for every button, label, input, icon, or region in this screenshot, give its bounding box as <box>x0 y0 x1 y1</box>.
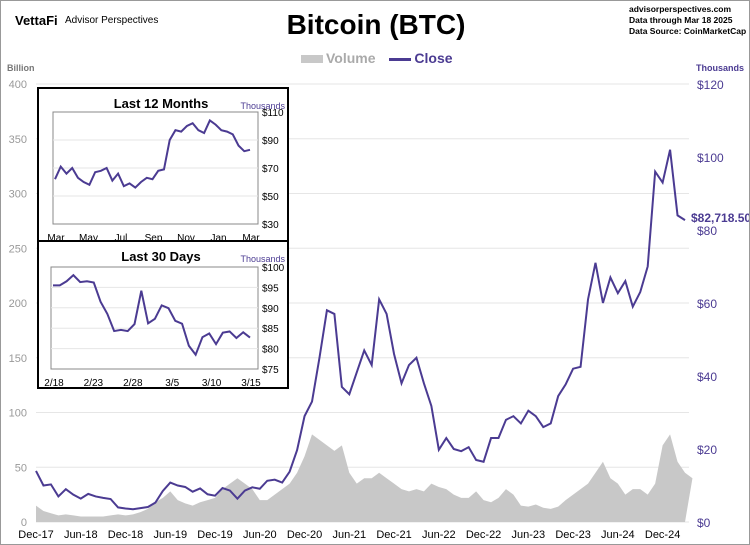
inset-close-line <box>54 118 251 189</box>
x-tick-label: Dec-20 <box>287 529 322 541</box>
inset-unit: Thousands <box>240 101 285 111</box>
inset-y-tick: $70 <box>262 164 279 175</box>
right-tick-label: $80 <box>697 224 717 238</box>
brand-subtitle: Advisor Perspectives <box>65 15 159 26</box>
x-tick-label: Jun-21 <box>332 529 366 541</box>
inset-x-tick: Mar <box>242 233 260 244</box>
x-tick-label: Dec-17 <box>18 529 53 541</box>
inset-y-tick: $90 <box>262 136 279 147</box>
right-tick-label: $60 <box>697 297 717 311</box>
source-line: Data Source: CoinMarketCap <box>629 26 747 36</box>
inset-x-tick: May <box>79 233 98 244</box>
left-tick-label: 50 <box>15 462 27 474</box>
left-tick-label: 400 <box>9 79 27 91</box>
left-tick-label: 200 <box>9 298 27 310</box>
left-tick-label: 150 <box>9 353 27 365</box>
brand-logo: VettaFi <box>15 13 58 28</box>
legend-volume: Volume <box>326 50 376 66</box>
x-tick-label: Dec-22 <box>466 529 501 541</box>
inset-y-tick: $110 <box>262 108 284 119</box>
inset-x-tick: 2/23 <box>84 378 104 389</box>
inset-y-tick: $90 <box>262 304 279 315</box>
left-tick-label: 100 <box>9 408 27 420</box>
source-info: advisorperspectives.com Data through Mar… <box>629 4 746 37</box>
x-tick-label: Jun-24 <box>601 529 635 541</box>
inset-x-tick: 2/28 <box>123 378 143 389</box>
left-axis-unit: Billion <box>7 63 35 73</box>
left-tick-label: 350 <box>9 134 27 146</box>
inset-y-tick: $95 <box>262 283 279 294</box>
volume-area <box>36 434 693 522</box>
left-tick-label: 250 <box>9 243 27 255</box>
legend-close: Close <box>414 50 453 66</box>
inset-x-tick: 3/5 <box>165 378 179 389</box>
close-line <box>35 149 686 511</box>
inset-frame <box>37 240 289 389</box>
inset-y-tick: $80 <box>262 345 279 356</box>
x-tick-label: Dec-21 <box>376 529 411 541</box>
right-tick-label: $100 <box>697 151 724 165</box>
right-tick-label: $0 <box>697 516 711 530</box>
x-tick-label: Jun-19 <box>153 529 187 541</box>
inset-unit: Thousands <box>240 254 285 264</box>
inset-y-tick: $50 <box>262 192 279 203</box>
inset-title: Last 12 Months <box>114 96 209 111</box>
right-axis-unit: Thousands <box>696 63 744 73</box>
left-tick-label: 0 <box>21 517 27 529</box>
inset-close-line <box>53 273 251 357</box>
x-tick-label: Dec-19 <box>197 529 232 541</box>
x-tick-label: Jun-23 <box>512 529 546 541</box>
last-price-label: $82,718.50 <box>691 211 750 225</box>
volume-swatch-icon <box>301 55 323 64</box>
close-swatch-icon <box>389 57 412 61</box>
legend: Volume Close <box>301 50 453 66</box>
inset-x-tick: Jan <box>210 233 226 244</box>
inset-plot-area <box>50 266 259 370</box>
inset-x-tick: 3/10 <box>202 378 222 389</box>
inset-x-tick: Mar <box>47 233 65 244</box>
left-tick-label: 300 <box>9 189 27 201</box>
x-tick-label: Jun-20 <box>243 529 277 541</box>
inset-x-tick: 3/15 <box>241 378 261 389</box>
right-tick-label: $120 <box>697 78 724 92</box>
right-tick-label: $20 <box>697 443 717 457</box>
x-tick-label: Dec-18 <box>108 529 143 541</box>
source-line: advisorperspectives.com <box>629 4 732 14</box>
inset-x-tick: Sep <box>145 233 163 244</box>
x-tick-label: Dec-24 <box>645 529 680 541</box>
x-tick-label: Jun-18 <box>64 529 98 541</box>
inset-x-tick: Jul <box>115 233 128 244</box>
source-line: Data through Mar 18 2025 <box>629 15 733 25</box>
x-tick-label: Dec-23 <box>555 529 590 541</box>
inset-x-tick: Nov <box>177 233 195 244</box>
inset-y-tick: $30 <box>262 220 279 231</box>
x-tick-label: Jun-22 <box>422 529 456 541</box>
inset-y-tick: $75 <box>262 365 279 376</box>
inset-x-tick: 2/18 <box>44 378 64 389</box>
inset-title: Last 30 Days <box>121 249 201 264</box>
right-tick-label: $40 <box>697 370 717 384</box>
chart-title: Bitcoin (BTC) <box>286 9 466 40</box>
inset-y-tick: $100 <box>262 263 285 274</box>
inset-y-tick: $85 <box>262 324 279 335</box>
